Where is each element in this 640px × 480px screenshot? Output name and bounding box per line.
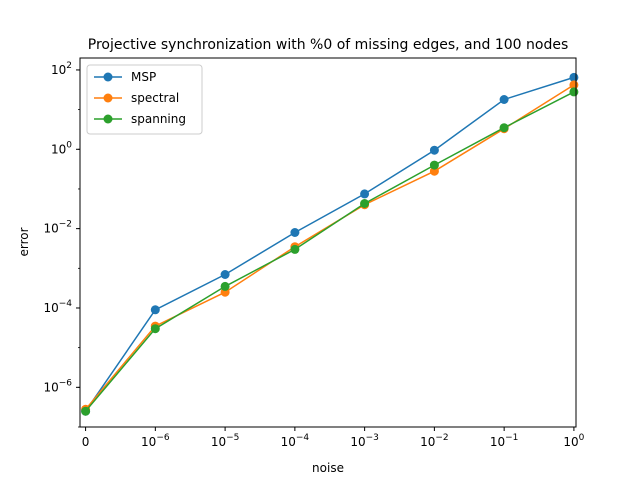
x-axis-label: noise [312,461,344,475]
legend-marker [103,114,113,124]
y-axis-label: error [17,227,31,256]
legend-item: spanning [94,112,186,126]
x-tick-label: 10−4 [281,433,310,449]
y-tick-label: 10−6 [43,378,72,394]
legend-marker [103,72,113,82]
legend-label: spanning [131,112,186,126]
y-tick-label: 10−4 [43,299,72,315]
series-line-spanning [85,91,575,412]
x-tick-label: 10−5 [211,433,240,449]
data-point-spanning [81,406,91,416]
data-point-msp [360,189,370,199]
data-point-msp [290,228,300,237]
data-point-spanning [429,160,439,170]
data-point-spanning [569,87,579,97]
x-axis-ticks: 0 10−6 10−5 10−4 10−3 10−2 10−1 100 [82,427,585,449]
legend-item: MSP [94,70,156,84]
x-tick-label: 100 [563,433,584,449]
legend-marker [103,93,113,103]
axes-frame [79,57,577,428]
legend-box [86,64,203,135]
y-tick-label: 102 [51,61,72,77]
x-tick-label: 10−3 [350,433,379,449]
chart-title: Projective synchronization with %0 of mi… [88,37,569,53]
x-tick-label: 10−2 [420,433,449,449]
series-line-msp [84,76,575,412]
data-point-msp [220,270,230,279]
data-point-spanning [499,123,509,133]
y-tick-label: 10−2 [43,220,72,236]
plot-area [81,72,579,416]
data-point-msp [499,95,509,104]
legend: MSP spectral spanning [86,64,203,135]
series-spanning [81,87,579,416]
data-point-spanning [360,199,370,208]
data-point-spanning [220,281,230,291]
x-tick-label: 0 [82,435,90,449]
x-tick-label: 10−6 [141,433,170,449]
legend-label: spectral [131,91,179,105]
legend-item: spectral [94,91,179,105]
y-tick-label: 100 [51,140,72,156]
y-axis-ticks: 10−6 10−4 10−2 100 102 [43,61,80,428]
data-point-spanning [150,324,160,334]
data-point-spanning [290,244,300,254]
legend-label: MSP [131,70,156,84]
x-tick-label: 10−1 [490,433,519,449]
data-point-msp [150,305,160,315]
data-point-msp [429,145,439,155]
